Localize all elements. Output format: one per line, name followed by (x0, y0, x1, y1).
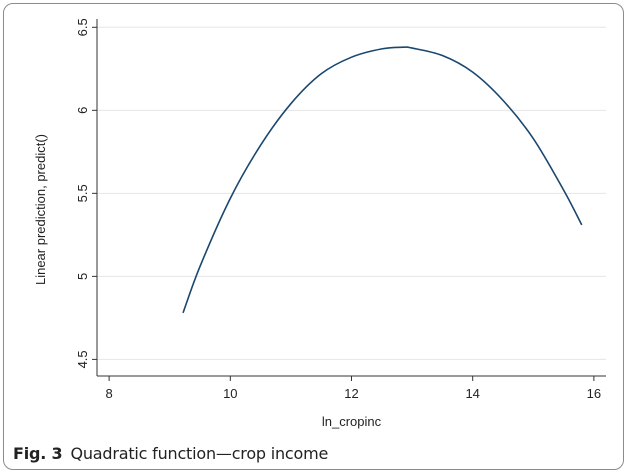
y-tick-label: 6.5 (75, 18, 90, 36)
x-tick-label: 8 (106, 386, 113, 401)
x-axis-ticks: 8 10 12 14 16 (106, 376, 601, 401)
y-tick-label: 5 (75, 273, 90, 280)
y-tick-label: 4.5 (75, 350, 90, 368)
y-tick-label: 5.5 (75, 184, 90, 202)
grid-lines (97, 26, 606, 360)
figure-caption: Fig. 3 Quadratic function—crop income (13, 444, 328, 463)
caption-text: Quadratic function—crop income (70, 444, 329, 463)
series-line (182, 46, 583, 314)
y-tick-label: 6 (75, 107, 90, 114)
x-tick-label: 12 (344, 386, 358, 401)
x-tick-label: 10 (223, 386, 237, 401)
x-tick-label: 14 (465, 386, 479, 401)
y-axis-title: Linear prediction, predict() (33, 134, 48, 285)
x-axis-title: ln_cropinc (322, 414, 382, 429)
figure-label: Fig. 3 (13, 444, 63, 463)
x-tick-label: 16 (587, 386, 601, 401)
y-axis-ticks: 4.5 5 5.5 6 6.5 (75, 18, 97, 368)
